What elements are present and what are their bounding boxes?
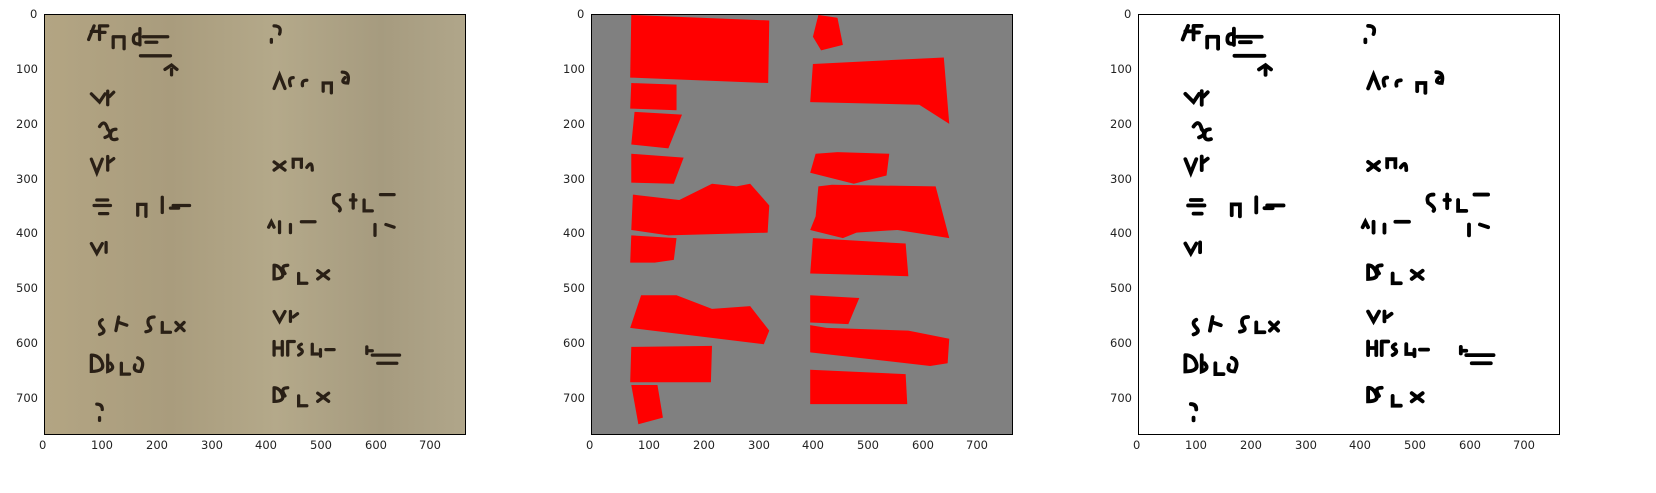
x-tick-label: 700 [966, 438, 988, 452]
image-mask [591, 14, 1013, 435]
y-tick-label: 200 [16, 117, 38, 131]
x-tick-label: 0 [586, 438, 594, 452]
x-tick-label: 500 [857, 438, 879, 452]
y-tick-label: 600 [1110, 336, 1132, 350]
y-tick-label: 400 [563, 226, 585, 240]
y-tick-label: 500 [563, 281, 585, 295]
y-tick-label: 700 [563, 391, 585, 405]
handwriting-ink [86, 24, 402, 423]
x-tick-label: 200 [693, 438, 715, 452]
x-tick-label: 300 [748, 438, 770, 452]
y-tick-label: 0 [577, 7, 585, 21]
y-tick-label: 500 [1110, 281, 1132, 295]
x-tick-label: 200 [1240, 438, 1262, 452]
x-tick-label: 500 [310, 438, 332, 452]
x-tick-label: 100 [1185, 438, 1207, 452]
y-tick-label: 500 [16, 281, 38, 295]
y-tick-label: 100 [563, 62, 585, 76]
y-tick-label: 100 [1110, 62, 1132, 76]
x-tick-label: 400 [802, 438, 824, 452]
x-tick-label: 700 [419, 438, 441, 452]
y-tick-label: 700 [16, 391, 38, 405]
image-binarized [1138, 14, 1560, 435]
y-tick-label: 0 [30, 7, 38, 21]
x-tick-label: 600 [1459, 438, 1481, 452]
y-tick-label: 0 [1124, 7, 1132, 21]
y-tick-label: 600 [563, 336, 585, 350]
x-tick-label: 600 [912, 438, 934, 452]
y-tick-label: 700 [1110, 391, 1132, 405]
x-tick-label: 200 [146, 438, 168, 452]
x-tick-label: 700 [1513, 438, 1535, 452]
x-tick-label: 300 [1295, 438, 1317, 452]
x-tick-label: 100 [91, 438, 113, 452]
y-tick-label: 600 [16, 336, 38, 350]
y-tick-label: 400 [16, 226, 38, 240]
y-tick-label: 400 [1110, 226, 1132, 240]
x-tick-label: 600 [365, 438, 387, 452]
x-tick-label: 0 [1133, 438, 1141, 452]
y-tick-label: 100 [16, 62, 38, 76]
x-tick-label: 400 [1349, 438, 1371, 452]
x-tick-label: 400 [255, 438, 277, 452]
binarized-ink [1180, 23, 1496, 423]
mask-regions [630, 15, 950, 425]
x-tick-label: 100 [638, 438, 660, 452]
y-tick-label: 200 [563, 117, 585, 131]
image-original [44, 14, 466, 435]
x-tick-label: 300 [201, 438, 223, 452]
y-tick-label: 300 [16, 172, 38, 186]
y-tick-label: 200 [1110, 117, 1132, 131]
y-tick-label: 300 [1110, 172, 1132, 186]
x-tick-label: 500 [1404, 438, 1426, 452]
x-tick-label: 0 [39, 438, 47, 452]
y-tick-label: 300 [563, 172, 585, 186]
